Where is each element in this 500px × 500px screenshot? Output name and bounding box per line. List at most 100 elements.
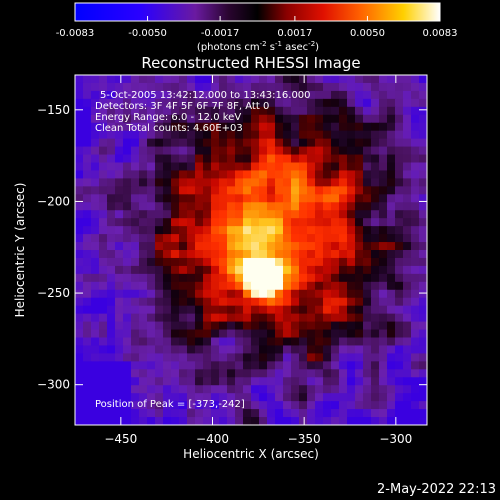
heatmap-cell [267, 218, 276, 227]
heatmap-cell [187, 281, 196, 291]
heatmap-cell [259, 265, 268, 275]
heatmap-cell [123, 321, 132, 331]
heatmap-cell [291, 234, 300, 243]
heatmap-cell [347, 329, 356, 339]
heatmap-cell [411, 313, 420, 323]
heatmap-cell [339, 273, 348, 283]
heatmap-cell [307, 345, 316, 354]
heatmap-cell [267, 345, 276, 354]
heatmap-cell [379, 178, 388, 187]
heatmap-cell [99, 154, 108, 164]
heatmap-cell [331, 75, 340, 84]
heatmap-cell [251, 281, 260, 291]
heatmap-cell [243, 329, 252, 339]
heatmap-cell [299, 210, 308, 219]
heatmap-cell [283, 122, 292, 132]
heatmap-cell [243, 345, 252, 354]
heatmap-cell [307, 409, 316, 418]
heatmap-cell [227, 377, 236, 386]
heatmap-cell [395, 289, 404, 299]
heatmap-cell [107, 297, 116, 307]
heatmap-cell [243, 130, 252, 140]
heatmap-cell [211, 138, 220, 148]
heatmap-cell [107, 393, 116, 402]
heatmap-cell [115, 337, 124, 347]
heatmap-cell [139, 98, 148, 108]
heatmap-cell [323, 313, 332, 323]
heatmap-cell [275, 273, 284, 283]
heatmap-cell [307, 138, 316, 148]
heatmap-cell [267, 146, 276, 156]
heatmap-cell [387, 353, 396, 362]
heatmap-cell [115, 417, 124, 425]
heatmap-cell [355, 313, 364, 323]
heatmap-cell [187, 98, 196, 108]
heatmap-cell [315, 170, 324, 179]
heatmap-cell [203, 313, 212, 323]
heatmap-cell [395, 242, 404, 251]
heatmap-cell [403, 377, 412, 386]
heatmap-cell [275, 234, 284, 243]
heatmap-cell [123, 401, 132, 410]
heatmap-cell [187, 265, 196, 275]
heatmap-cell [395, 377, 404, 386]
heatmap-cell [91, 162, 100, 172]
heatmap-cell [115, 361, 124, 370]
heatmap-cell [219, 106, 228, 116]
heatmap-cell [299, 90, 308, 100]
heatmap-cell [411, 265, 420, 275]
heatmap-cell [363, 210, 372, 219]
colorbar: -0.0083 -0.0050 -0.0017 0.0017 0.0050 0.0083 … [56, 2, 458, 53]
heatmap-cell [131, 393, 140, 402]
heatmap-cell [235, 393, 244, 402]
heatmap-cell [411, 122, 420, 132]
heatmap-cell [83, 273, 92, 283]
heatmap-cell [307, 162, 316, 172]
heatmap-cell [339, 289, 348, 299]
heatmap-cell [139, 210, 148, 219]
heatmap-cell [275, 114, 284, 124]
heatmap-cell [91, 154, 100, 164]
heatmap-cell [107, 194, 116, 203]
heatmap-cell [339, 377, 348, 386]
heatmap-cell [403, 98, 412, 108]
heatmap-cell [355, 385, 364, 394]
heatmap-cell [315, 75, 324, 84]
heatmap-cell [243, 242, 252, 251]
heatmap-cell [379, 210, 388, 219]
heatmap-cell [99, 242, 108, 251]
heatmap-cell [171, 106, 180, 116]
heatmap-cell [163, 162, 172, 172]
heatmap-cell [331, 242, 340, 251]
heatmap-cell [299, 313, 308, 323]
heatmap-cell [187, 106, 196, 116]
heatmap-cell [251, 353, 260, 362]
heatmap-cell [243, 154, 252, 164]
heatmap-cell [115, 313, 124, 323]
heatmap-cell [307, 202, 316, 211]
heatmap-cell [155, 305, 164, 315]
heatmap-cell [395, 401, 404, 410]
heatmap-cell [131, 178, 140, 187]
heatmap-cell [291, 170, 300, 179]
heatmap-cell [195, 226, 204, 235]
heatmap-cell [195, 130, 204, 140]
heatmap-cell [347, 122, 356, 132]
heatmap-cell [323, 186, 332, 195]
heatmap-cell [419, 401, 427, 410]
heatmap-cell [107, 98, 116, 108]
heatmap-cell [387, 289, 396, 299]
heatmap-cell [75, 242, 84, 251]
heatmap-cell [291, 186, 300, 195]
heatmap-cell [371, 257, 380, 267]
heatmap-cell [395, 114, 404, 124]
heatmap-cell [243, 337, 252, 347]
peak-annotation: Position of Peak = [-373,-242] [95, 399, 245, 410]
heatmap-cell [203, 385, 212, 394]
heatmap-cell [123, 210, 132, 219]
heatmap-cell [107, 106, 116, 116]
heatmap-cell [251, 218, 260, 227]
heatmap-cell [251, 186, 260, 195]
heatmap-cell [123, 297, 132, 307]
heatmap-cell [395, 202, 404, 211]
